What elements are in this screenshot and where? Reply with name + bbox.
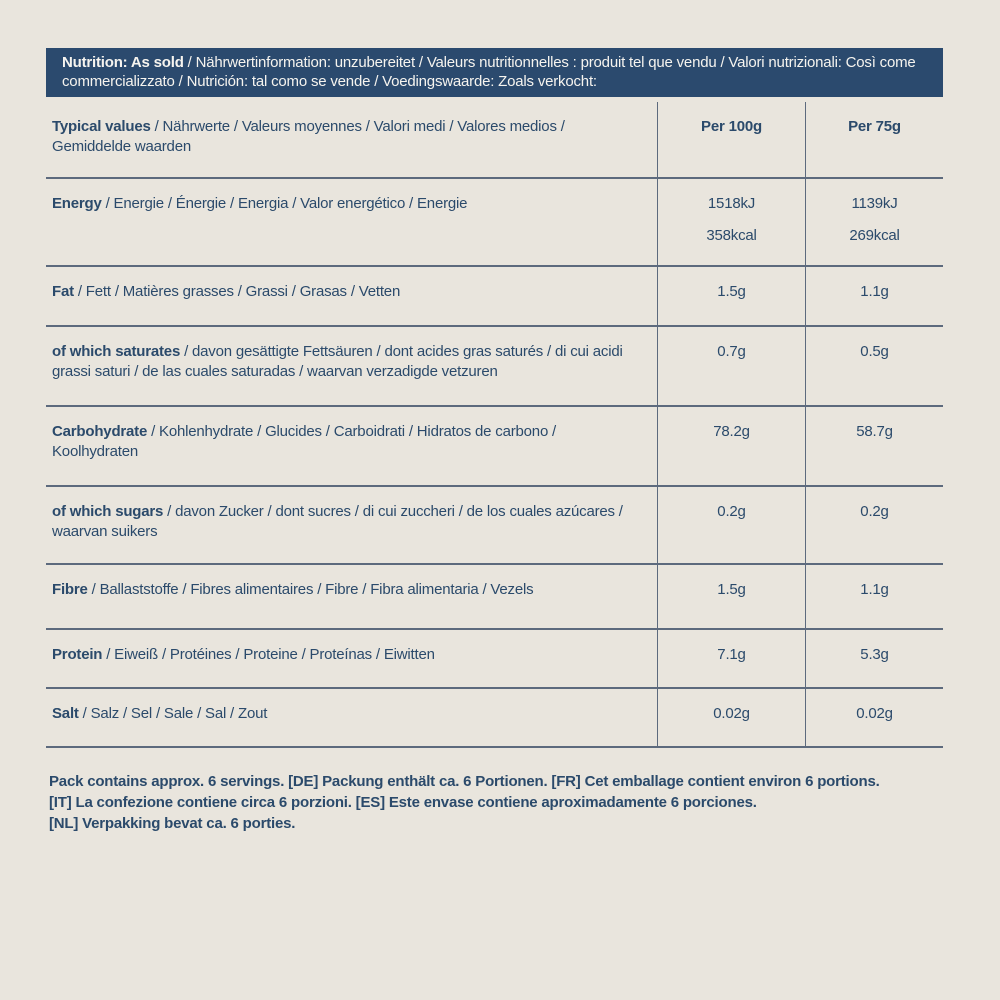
value-fibre-per-75g: 1.1g: [805, 565, 943, 629]
servings-note: Pack contains approx. 6 servings. [DE] P…: [46, 771, 943, 834]
row-energy: Energy / Energie / Énergie / Energia / V…: [46, 179, 943, 268]
value-fat-per-100g: 1.5g: [657, 267, 805, 326]
row-salt: Salt / Salz / Sel / Sale / Sal / Zout 0.…: [46, 689, 943, 749]
value-saturates-per-100g: 0.7g: [657, 327, 805, 406]
value-sugars-per-100g: 0.2g: [657, 487, 805, 564]
banner-title-rest: / Nährwertinformation: unzubereitet / Va…: [62, 54, 916, 91]
value-saturates-per-75g: 0.5g: [805, 327, 943, 406]
label-salt: Salt / Salz / Sel / Sale / Sal / Zout: [52, 705, 268, 723]
value-salt-per-100g: 0.02g: [657, 689, 805, 747]
servings-note-line-3: [NL] Verpakking bevat ca. 6 porties.: [49, 815, 296, 833]
value-sugars-per-75g: 0.2g: [805, 487, 943, 564]
value-carbohydrate-per-100g: 78.2g: [657, 407, 805, 486]
label-energy: Energy / Energie / Énergie / Energia / V…: [52, 195, 468, 213]
nutrition-label: Nutrition: As sold / Nährwertinformation…: [46, 48, 943, 834]
label-fat: Fat / Fett / Matières grasses / Grassi /…: [52, 283, 401, 301]
column-header-per-100g: Per 100g: [657, 102, 805, 178]
row-fat: Fat / Fett / Matières grasses / Grassi /…: [46, 267, 943, 328]
value-protein-per-100g: 7.1g: [657, 630, 805, 688]
row-fibre: Fibre / Ballaststoffe / Fibres alimentai…: [46, 565, 943, 631]
label-protein: Protein / Eiweiß / Protéines / Proteine …: [52, 646, 435, 664]
banner-title-bold: Nutrition: As sold: [62, 54, 184, 71]
column-header-per-75g: Per 75g: [805, 102, 943, 178]
table-header-row: Typical values / Nährwerte / Valeurs moy…: [46, 102, 943, 180]
row-protein: Protein / Eiweiß / Protéines / Proteine …: [46, 630, 943, 690]
value-fat-per-75g: 1.1g: [805, 267, 943, 326]
servings-note-line-1: Pack contains approx. 6 servings. [DE] P…: [49, 773, 880, 791]
value-energy-per-75g: 1139kJ 269kcal: [805, 179, 943, 266]
row-saturates: of which saturates / davon gesättigte Fe…: [46, 327, 943, 408]
nutrition-table: Typical values / Nährwerte / Valeurs moy…: [46, 102, 943, 749]
label-fibre: Fibre / Ballaststoffe / Fibres alimentai…: [52, 581, 534, 599]
label-title-banner: Nutrition: As sold / Nährwertinformation…: [46, 48, 943, 98]
label-carbohydrate: Carbohydrate / Kohlenhydrate / Glucides …: [52, 423, 557, 460]
row-carbohydrate: Carbohydrate / Kohlenhydrate / Glucides …: [46, 407, 943, 488]
value-protein-per-75g: 5.3g: [805, 630, 943, 688]
row-sugars: of which sugars / davon Zucker / dont su…: [46, 487, 943, 566]
value-carbohydrate-per-75g: 58.7g: [805, 407, 943, 486]
label-saturates: of which saturates / davon gesättigte Fe…: [52, 343, 623, 380]
label-sugars: of which sugars / davon Zucker / dont su…: [52, 503, 623, 540]
value-energy-per-100g: 1518kJ 358kcal: [657, 179, 805, 266]
value-fibre-per-100g: 1.5g: [657, 565, 805, 629]
header-typical-values: Typical values / Nährwerte / Valeurs moy…: [52, 118, 565, 155]
servings-note-line-2: [IT] La confezione contiene circa 6 porz…: [49, 794, 757, 812]
value-salt-per-75g: 0.02g: [805, 689, 943, 747]
